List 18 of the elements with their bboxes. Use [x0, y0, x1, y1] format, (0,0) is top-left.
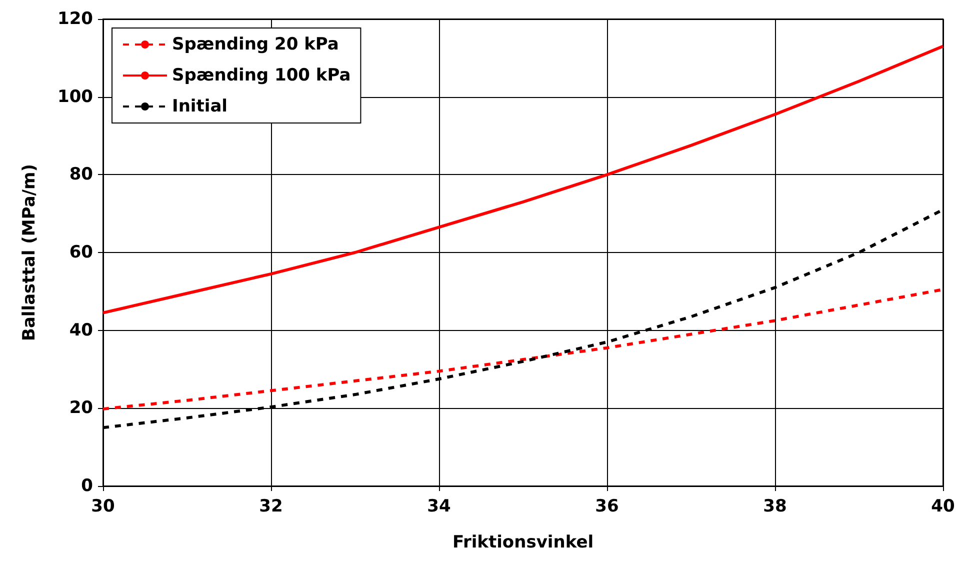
y-tick-label: 120: [58, 9, 94, 29]
x-tick-label: 34: [427, 496, 451, 516]
x-tick-label: 32: [259, 496, 283, 516]
y-tick-label: 20: [69, 398, 94, 418]
y-tick-label: 40: [69, 320, 94, 340]
x-axis-title: Friktionsvinkel: [452, 532, 594, 552]
x-tick-label: 38: [763, 496, 787, 516]
x-tick-label: 36: [595, 496, 619, 516]
y-tick-label: 100: [58, 86, 94, 107]
y-tick-label: 80: [69, 164, 94, 185]
legend-label: Spænding 100 kPa: [172, 66, 351, 86]
y-axis-title: Ballasttal (MPa/m): [20, 164, 40, 341]
legend-label: Initial: [172, 96, 228, 116]
y-tick-label: 60: [69, 242, 94, 262]
x-tick-label: 40: [931, 496, 955, 516]
y-tick-label: 0: [81, 476, 94, 496]
x-tick-label: 30: [91, 496, 115, 516]
legend-label: Spænding 20 kPa: [172, 34, 339, 54]
